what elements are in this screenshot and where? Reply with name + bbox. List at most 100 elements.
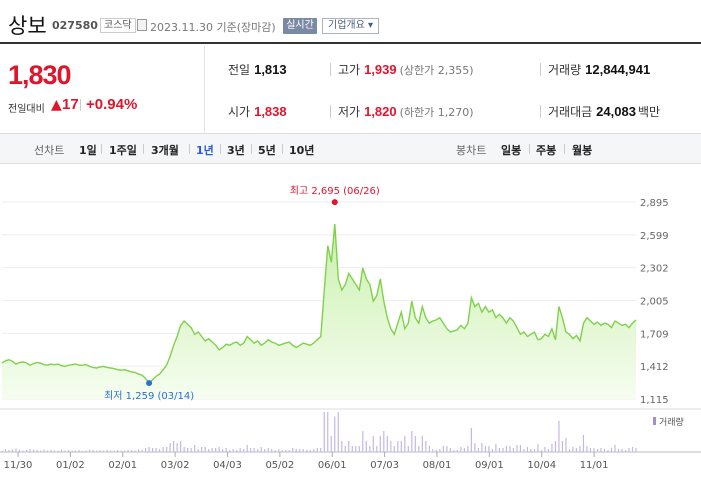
period-5y[interactable]: 5년 — [258, 144, 276, 157]
company-overview-button[interactable]: 기업개요 ▾ — [322, 18, 379, 34]
period-10y[interactable]: 10년 — [289, 144, 315, 157]
max-marker — [331, 199, 338, 206]
realtime-button[interactable]: 실시간 — [283, 18, 317, 34]
divider — [101, 144, 102, 154]
volume-bar — [102, 450, 105, 452]
trade-amount: 거래대금 24,083 백만 — [548, 103, 660, 120]
volume-bar — [411, 431, 413, 452]
volume-bar — [18, 449, 21, 452]
volume-bar — [351, 446, 353, 452]
volume-bar — [148, 446, 150, 452]
y-tick-label: 1,412 — [640, 362, 669, 373]
price-area-fill — [2, 224, 636, 399]
volume-bar — [551, 444, 553, 452]
x-tick-label: 07/03 — [370, 460, 399, 471]
prev-close: 전일 1,813 — [228, 61, 287, 78]
volume-bar — [257, 449, 259, 452]
volume-bar — [372, 436, 374, 452]
divider — [330, 63, 331, 76]
volume-bar — [274, 450, 276, 452]
volume-bar — [22, 450, 24, 452]
volume-label: 거래량 — [548, 63, 582, 77]
volume-bar — [99, 450, 101, 452]
volume-bar — [568, 449, 571, 452]
volume-bar — [365, 441, 367, 452]
change-value: 17 — [62, 96, 79, 113]
volume-bar — [600, 448, 602, 452]
x-tick-label: 10/04 — [527, 460, 556, 471]
upper-limit: (상한가 2,355) — [399, 64, 474, 77]
y-tick-label: 2,895 — [640, 198, 669, 209]
volume-bar — [414, 436, 416, 452]
price-chart-svg: 2,895 2,599 2,302 2,005 1,709 1,412 1,115 11/30… — [0, 185, 701, 471]
volume-bar — [278, 449, 280, 452]
volume-bar — [64, 450, 66, 452]
volume-bar — [446, 446, 448, 452]
volume-bar — [166, 447, 168, 452]
volume-bar — [467, 446, 469, 452]
volume-bar — [355, 446, 357, 452]
high-label: 고가 — [338, 63, 361, 77]
volume-bar — [250, 448, 252, 452]
volume-bar — [470, 428, 472, 452]
volume-bar — [575, 448, 578, 452]
volume-bar — [323, 412, 325, 452]
period-3y[interactable]: 3년 — [227, 144, 245, 157]
x-tick-label: 03/02 — [161, 460, 190, 471]
period-1y[interactable]: 1년 — [196, 144, 214, 157]
candle-monthly[interactable]: 월봉 — [572, 144, 593, 157]
volume-bar — [271, 449, 273, 452]
volume-bar — [460, 447, 462, 452]
volume-bar — [509, 446, 511, 452]
volume-bar — [624, 450, 627, 452]
volume-bar — [120, 450, 122, 452]
x-tick-label: 01/02 — [56, 460, 85, 471]
volume-bar — [194, 445, 196, 452]
candle-daily[interactable]: 일봉 — [501, 144, 522, 157]
volume-bar — [306, 450, 308, 452]
volume-bar — [390, 441, 392, 452]
volume-bar — [474, 443, 476, 452]
volume-bar — [11, 449, 14, 452]
volume-bar — [428, 446, 430, 452]
volume-bar — [432, 449, 434, 452]
volume-bar — [477, 448, 479, 452]
volume-bar — [190, 448, 192, 452]
volume-bar — [635, 448, 637, 452]
volume-bar — [334, 416, 336, 452]
volume-bar — [15, 448, 17, 452]
volume-bar — [36, 450, 38, 452]
volume-bar — [32, 449, 35, 452]
volume-bar — [505, 446, 507, 452]
divider — [540, 63, 541, 76]
divider — [564, 144, 565, 154]
price-box: 1,830 전일대비 ▲ 17 +0.94% — [0, 46, 205, 134]
volume-bar — [617, 449, 620, 452]
volume-bar — [327, 412, 329, 452]
volume-bar — [456, 450, 458, 452]
prev-close-label: 전일 — [228, 63, 251, 77]
min-marker — [146, 380, 153, 387]
volume-bar — [313, 449, 315, 452]
low-value: 1,820 — [364, 104, 397, 119]
period-3m[interactable]: 3개월 — [151, 144, 179, 157]
period-1d[interactable]: 1일 — [79, 144, 97, 157]
volume-bar — [582, 435, 585, 452]
volume-bar — [25, 450, 28, 452]
divider — [251, 144, 252, 154]
high-price: 고가 1,939 (상한가 2,355) — [338, 61, 474, 78]
price-chart[interactable]: 2,895 2,599 2,302 2,005 1,709 1,412 1,115 11/30… — [0, 164, 701, 493]
y-tick-label: 2,302 — [640, 264, 669, 275]
volume-bar — [589, 448, 592, 452]
volume-bar — [593, 448, 595, 452]
volume-bar — [267, 448, 269, 452]
stock-code: 027580 — [52, 19, 98, 32]
volume-bar — [530, 449, 532, 452]
volume-bar — [218, 447, 220, 452]
volume-bar — [502, 448, 504, 452]
volume-bar — [113, 450, 115, 452]
volume-bar — [463, 448, 465, 452]
volume-bar — [292, 448, 294, 452]
candle-weekly[interactable]: 주봉 — [536, 144, 557, 157]
period-1w[interactable]: 1주일 — [109, 144, 137, 157]
